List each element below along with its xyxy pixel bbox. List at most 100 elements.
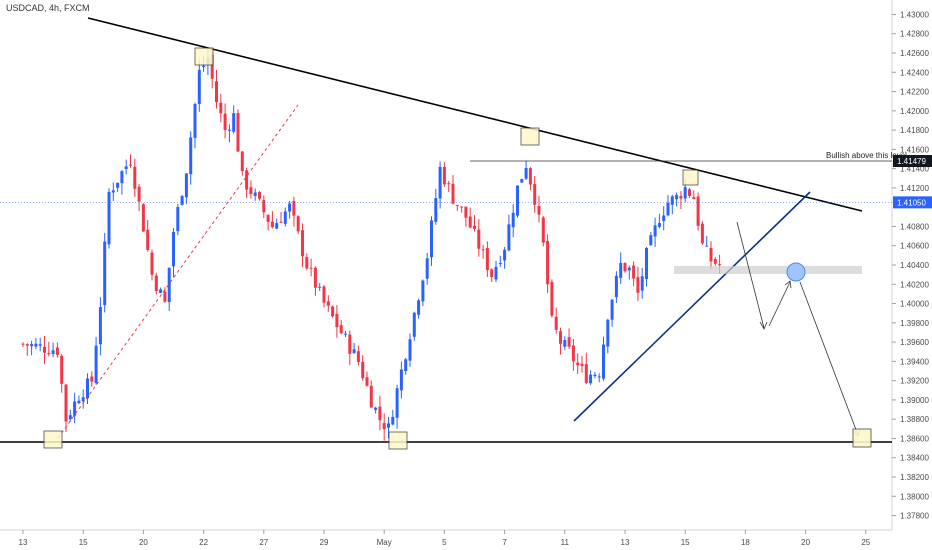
candle-body (516, 185, 519, 216)
candle-body (107, 191, 111, 245)
candle-body (700, 223, 704, 244)
x-tick-label: May (377, 538, 392, 547)
candle-body (249, 187, 253, 195)
candle-body (640, 276, 644, 291)
candle-body (477, 229, 481, 249)
x-tick-label: 13 (621, 538, 630, 547)
y-tick-label: 1.42400 (900, 68, 929, 77)
candle-body (90, 376, 94, 382)
candle-body (335, 313, 339, 328)
candle-body (86, 378, 89, 399)
candle-body (275, 223, 279, 229)
candle-body (649, 235, 653, 246)
candle-body (180, 196, 184, 205)
candle-body (387, 423, 390, 428)
y-tick-label: 1.38200 (900, 473, 929, 482)
candle-body (215, 81, 218, 103)
candle-body (356, 351, 360, 362)
candle-body (485, 247, 489, 271)
candle-body (507, 224, 511, 251)
candle-body (705, 245, 709, 247)
swing-box-high-2 (520, 127, 540, 146)
candle-body (73, 401, 77, 416)
candle-body (313, 267, 317, 288)
candle-body (94, 345, 98, 384)
candle-body (421, 280, 425, 302)
y-tick-label: 1.42800 (900, 30, 929, 39)
y-tick-label: 1.38400 (900, 454, 929, 463)
candle-body (227, 129, 231, 131)
candle-body (305, 257, 309, 269)
candle-body (193, 103, 197, 138)
candle-body (412, 312, 416, 337)
y-tick-label: 1.38800 (900, 415, 929, 424)
candle-body (51, 350, 55, 354)
x-tick-label: 22 (199, 538, 208, 547)
y-tick-label: 1.37800 (900, 512, 929, 521)
y-tick-label: 1.39800 (900, 319, 929, 328)
candle-body (77, 400, 81, 404)
price-tag-label: 1.41050 (897, 198, 926, 207)
y-tick-label: 1.38600 (900, 434, 929, 443)
y-tick-label: 1.41800 (900, 126, 929, 135)
candle-body (425, 258, 429, 279)
candle-body (494, 266, 498, 280)
candle-body (584, 364, 588, 383)
candle-body (210, 55, 214, 79)
candle-body (434, 198, 438, 222)
candle-body (240, 151, 244, 172)
y-tick-label: 1.38000 (900, 492, 929, 501)
candle-body (81, 397, 85, 402)
candle-body (576, 362, 580, 366)
x-tick-label: 27 (259, 538, 268, 547)
candle-body (645, 247, 648, 280)
candle-body (688, 189, 691, 196)
candle-body (533, 184, 537, 205)
candle-body (34, 343, 38, 347)
projection-arrow-final (799, 281, 859, 436)
x-tick-label: 20 (139, 538, 148, 547)
candle-body (395, 388, 399, 418)
candle-body (292, 201, 296, 216)
candle-body (154, 275, 158, 291)
y-tick-label: 1.39400 (900, 357, 929, 366)
price-tag-label: 1.41479 (897, 157, 926, 166)
candle-body (550, 281, 554, 316)
y-tick-label: 1.40600 (900, 242, 929, 251)
candle-body (283, 211, 287, 224)
candle-body (473, 225, 476, 229)
candle-body (653, 225, 657, 237)
price-axis[interactable]: 1.43000 1.42800 1.42600 1.42400 1.42200 1.420… (892, 10, 929, 521)
candle-body (692, 197, 696, 200)
candle-body (442, 166, 446, 185)
retest-zone (674, 266, 862, 274)
candle-body (98, 307, 102, 345)
descending-trendline (87, 17, 863, 212)
y-tick-label: 1.41400 (900, 165, 929, 174)
x-tick-label: 25 (861, 538, 870, 547)
y-tick-label: 1.41200 (900, 184, 929, 193)
time-axis[interactable]: 13 15 20 22 27 29 May 5 7 11 13 15 18 20 25 (19, 530, 871, 547)
candle-body (25, 344, 29, 346)
arrowhead-2 (784, 280, 792, 289)
chart-title: USDCAD, 4h, FXCM (6, 3, 90, 13)
candle-body (503, 249, 507, 261)
x-tick-label: 11 (561, 538, 570, 547)
candle-body (279, 221, 283, 223)
y-tick-label: 1.43000 (900, 10, 929, 19)
candle-body (713, 258, 717, 264)
candle-body (490, 269, 494, 278)
candle-body (554, 316, 558, 330)
ascending-trendline (573, 191, 811, 422)
candle-body (120, 171, 124, 184)
candle-body (64, 384, 68, 422)
candle-body (614, 275, 618, 298)
candle-body (352, 349, 356, 354)
candle-body (602, 344, 605, 379)
candle-body (266, 214, 270, 222)
candle-body (137, 186, 141, 202)
candle-body (219, 102, 223, 114)
swing-box-low-1 (43, 430, 63, 449)
red-dashed-trendline (57, 104, 299, 439)
